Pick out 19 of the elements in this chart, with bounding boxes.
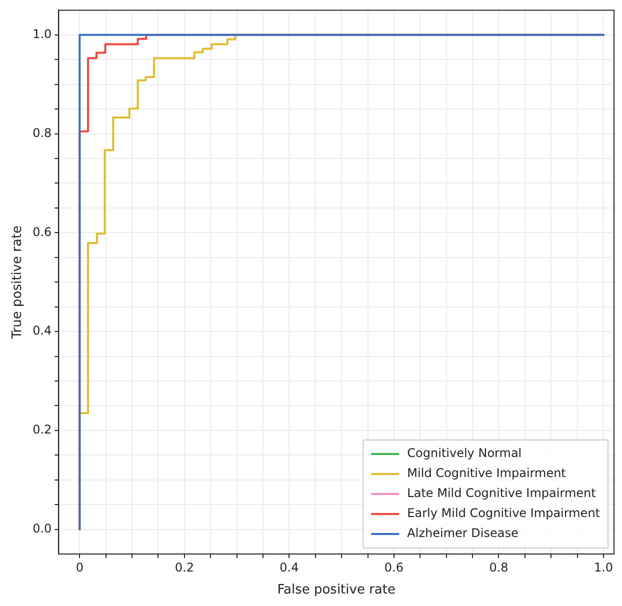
y-tick-label: 0.2 [32, 422, 52, 437]
x-tick-label: 0.2 [174, 560, 194, 574]
x-tick-label: 0.6 [384, 560, 404, 574]
x-tick-label: 1.0 [594, 560, 614, 574]
y-axis-title: True positive rate [10, 225, 26, 340]
x-tick-label: 0.4 [280, 560, 299, 574]
y-tick-label: 1.0 [32, 27, 52, 42]
x-axis-title: False positive rate [277, 582, 396, 598]
x-tick-label: 0 [76, 560, 84, 574]
legend-label: Early Mild Cognitive Impairment [407, 506, 600, 520]
legend-label: Cognitively Normal [407, 446, 522, 460]
y-tick-label: 0.6 [32, 224, 52, 239]
y-tick-label: 0.0 [32, 521, 52, 536]
x-tick-label: 0.8 [489, 560, 508, 574]
legend-label: Alzheimer Disease [407, 526, 518, 540]
y-tick-label: 0.8 [32, 126, 52, 140]
y-tick-label: 0.4 [32, 324, 52, 338]
legend-label: Mild Cognitive Impairment [407, 466, 566, 480]
legend-label: Late Mild Cognitive Impairment [407, 486, 596, 500]
